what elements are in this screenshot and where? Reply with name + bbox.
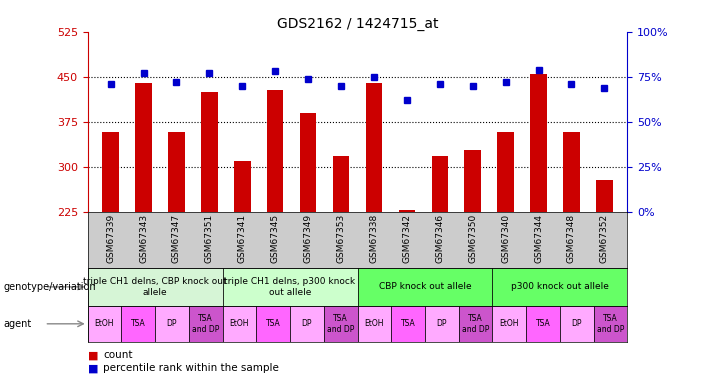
- Bar: [102, 132, 119, 212]
- Bar: [399, 210, 415, 212]
- Text: GSM67339: GSM67339: [106, 214, 115, 263]
- Bar: [189, 306, 223, 342]
- Text: ■: ■: [88, 351, 98, 360]
- Text: genotype/variation: genotype/variation: [4, 282, 96, 292]
- Bar: [425, 306, 458, 342]
- Text: count: count: [103, 351, 132, 360]
- Bar: [300, 113, 316, 212]
- Bar: [492, 268, 627, 306]
- Text: DP: DP: [437, 320, 447, 328]
- Bar: [358, 268, 492, 306]
- Bar: [201, 92, 217, 212]
- Text: percentile rank within the sample: percentile rank within the sample: [103, 363, 279, 373]
- Bar: [526, 306, 560, 342]
- Text: p300 knock out allele: p300 knock out allele: [511, 282, 609, 291]
- Bar: [560, 306, 594, 342]
- Text: TSA
and DP: TSA and DP: [597, 314, 624, 333]
- Bar: [267, 90, 283, 212]
- Text: TSA: TSA: [131, 320, 146, 328]
- Bar: [594, 306, 627, 342]
- Bar: [290, 306, 324, 342]
- Text: GSM67340: GSM67340: [501, 214, 510, 262]
- Text: TSA: TSA: [401, 320, 416, 328]
- Text: EtOH: EtOH: [95, 320, 114, 328]
- Text: triple CH1 delns, CBP knock out
allele: triple CH1 delns, CBP knock out allele: [83, 277, 227, 297]
- Text: GSM67346: GSM67346: [435, 214, 444, 262]
- Text: TSA
and DP: TSA and DP: [192, 314, 219, 333]
- Text: GSM67348: GSM67348: [567, 214, 576, 262]
- Bar: [88, 268, 223, 306]
- Bar: [135, 83, 152, 212]
- Text: TSA
and DP: TSA and DP: [462, 314, 489, 333]
- Text: triple CH1 delns, p300 knock
out allele: triple CH1 delns, p300 knock out allele: [224, 277, 355, 297]
- Bar: [458, 306, 492, 342]
- Text: GSM67350: GSM67350: [468, 214, 477, 263]
- Bar: [121, 306, 155, 342]
- Bar: [358, 306, 391, 342]
- Text: EtOH: EtOH: [365, 320, 384, 328]
- Bar: [596, 180, 613, 212]
- Text: DP: DP: [571, 320, 582, 328]
- Text: GSM67349: GSM67349: [304, 214, 313, 262]
- Bar: [333, 156, 349, 212]
- Bar: [498, 132, 514, 212]
- Text: GSM67351: GSM67351: [205, 214, 214, 263]
- Bar: [324, 306, 358, 342]
- Bar: [465, 150, 481, 212]
- Text: GSM67343: GSM67343: [139, 214, 148, 262]
- Bar: [168, 132, 185, 212]
- Text: DP: DP: [167, 320, 177, 328]
- Text: GSM67347: GSM67347: [172, 214, 181, 262]
- Bar: [391, 306, 425, 342]
- Bar: [563, 132, 580, 212]
- Text: CBP knock out allele: CBP knock out allele: [379, 282, 471, 291]
- Text: GSM67341: GSM67341: [238, 214, 247, 262]
- Text: TSA: TSA: [536, 320, 550, 328]
- Text: TSA
and DP: TSA and DP: [327, 314, 354, 333]
- Text: GSM67342: GSM67342: [402, 214, 411, 262]
- Text: DP: DP: [301, 320, 312, 328]
- Text: GSM67345: GSM67345: [271, 214, 280, 262]
- Bar: [234, 161, 250, 212]
- Bar: [366, 83, 382, 212]
- Text: EtOH: EtOH: [500, 320, 519, 328]
- Text: GSM67353: GSM67353: [336, 214, 346, 263]
- Bar: [432, 156, 448, 212]
- Bar: [223, 306, 257, 342]
- Text: ■: ■: [88, 363, 98, 373]
- Text: GSM67352: GSM67352: [600, 214, 609, 262]
- Bar: [223, 268, 358, 306]
- Bar: [257, 306, 290, 342]
- Text: agent: agent: [4, 319, 32, 329]
- Text: GSM67344: GSM67344: [534, 214, 543, 262]
- Text: GSM67338: GSM67338: [369, 214, 379, 263]
- Bar: [530, 74, 547, 212]
- Text: TSA: TSA: [266, 320, 280, 328]
- Text: EtOH: EtOH: [230, 320, 249, 328]
- Bar: [88, 306, 121, 342]
- Title: GDS2162 / 1424715_at: GDS2162 / 1424715_at: [277, 17, 438, 31]
- Bar: [492, 306, 526, 342]
- Bar: [155, 306, 189, 342]
